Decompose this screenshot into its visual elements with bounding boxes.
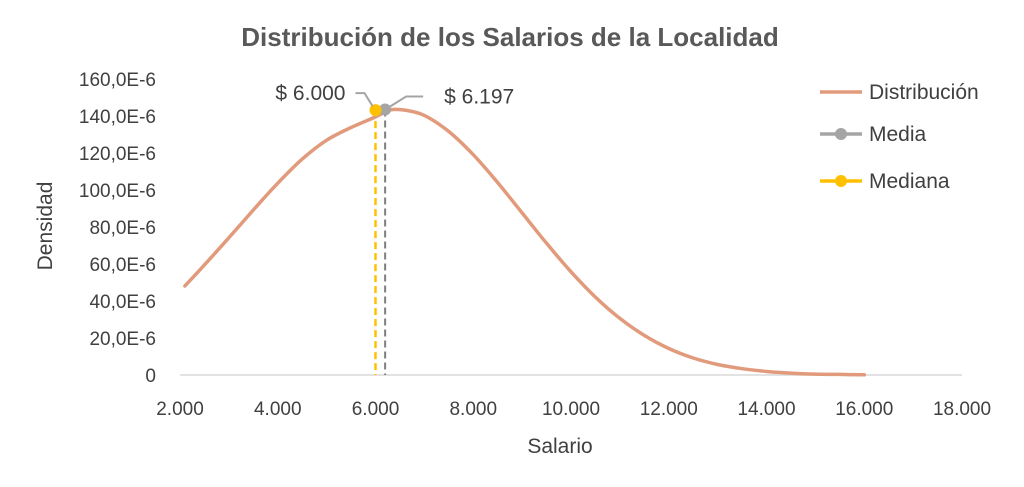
- legend: Distribución Media Mediana: [820, 81, 979, 193]
- legend-swatch-marker: [835, 175, 847, 187]
- legend-label: Distribución: [869, 81, 979, 104]
- x-tick-label: 12.000: [640, 399, 698, 420]
- x-tick-label: 14.000: [737, 399, 795, 420]
- y-tick-label: 140,0E-6: [79, 107, 156, 128]
- y-tick-label: 20,0E-6: [89, 329, 156, 350]
- y-axis-title: Densidad: [34, 182, 57, 271]
- median-label-leader: [355, 92, 374, 107]
- x-tick-label: 4.000: [254, 399, 302, 420]
- legend-label: Media: [869, 123, 927, 146]
- x-axis-title: Salario: [527, 435, 592, 458]
- median-point: [369, 104, 382, 117]
- mean-value-label: $ 6.197: [444, 86, 514, 109]
- y-axis-ticks: 0 20,0E-6 40,0E-6 60,0E-6 80,0E-6 100,0E-6 120…: [79, 70, 156, 387]
- distribution-line: [183, 107, 867, 377]
- x-tick-label: 16.000: [835, 399, 893, 420]
- y-tick-label: 120,0E-6: [79, 144, 156, 165]
- x-tick-label: 2.000: [156, 399, 204, 420]
- x-tick-label: 8.000: [449, 399, 497, 420]
- y-tick-label: 60,0E-6: [89, 255, 156, 276]
- mean-point: [379, 103, 392, 116]
- x-tick-label: 6.000: [352, 399, 400, 420]
- annotations: $ 6.000 $ 6.197: [275, 82, 514, 108]
- y-tick-label: 160,0E-6: [79, 70, 156, 91]
- plot-area: [183, 103, 867, 377]
- y-tick-label: 80,0E-6: [89, 218, 156, 239]
- x-axis-ticks: 2.000 4.000 6.000 8.000 10.000 12.000 14.000 16…: [156, 399, 991, 420]
- y-tick-label: 100,0E-6: [79, 181, 156, 202]
- chart-title: Distribución de los Salarios de la Local…: [241, 22, 778, 52]
- median-value-label: $ 6.000: [275, 82, 345, 105]
- legend-swatch-marker: [835, 128, 847, 140]
- y-tick-label: 40,0E-6: [89, 292, 156, 313]
- x-tick-label: 10.000: [542, 399, 600, 420]
- y-tick-label: 0: [145, 366, 156, 387]
- legend-label: Mediana: [869, 170, 950, 193]
- x-tick-label: 18.000: [933, 399, 991, 420]
- mean-label-leader: [389, 95, 424, 108]
